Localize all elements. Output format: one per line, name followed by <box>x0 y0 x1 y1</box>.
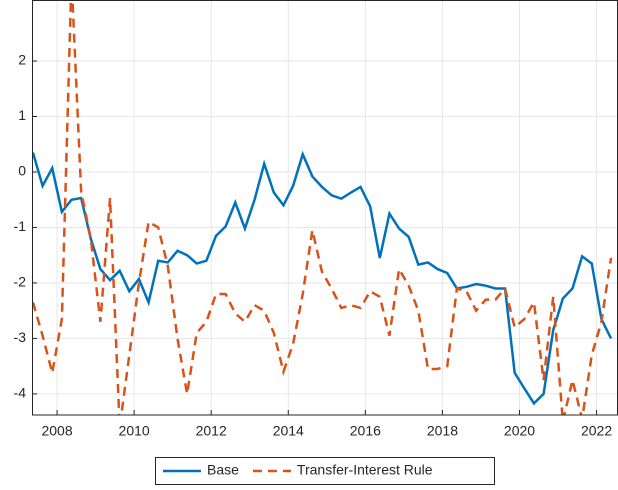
y-tick-label: 0 <box>18 163 26 179</box>
legend-box <box>155 457 495 485</box>
plot-area <box>32 0 617 415</box>
y-tick-label: -1 <box>14 218 27 234</box>
y-tick-label: -2 <box>14 274 27 290</box>
x-tick-label: 2008 <box>41 423 72 439</box>
x-tick-label: 2022 <box>581 423 612 439</box>
x-tick-label: 2012 <box>196 423 227 439</box>
y-tick-label: -3 <box>14 329 27 345</box>
series-line <box>32 150 613 406</box>
y-tick-label: 1 <box>18 107 26 123</box>
x-tick-label: 2014 <box>273 423 304 439</box>
x-tick-label: 2020 <box>504 423 535 439</box>
y-tick-label: -4 <box>14 385 27 401</box>
legend-label: Transfer-Interest Rule <box>297 462 433 478</box>
x-tick-label: 2010 <box>119 423 150 439</box>
x-tick-label: 2018 <box>427 423 458 439</box>
series-line <box>32 0 613 415</box>
legend-label: Base <box>207 462 239 478</box>
x-tick-label: 2016 <box>350 423 381 439</box>
y-tick-label: 2 <box>18 52 26 68</box>
